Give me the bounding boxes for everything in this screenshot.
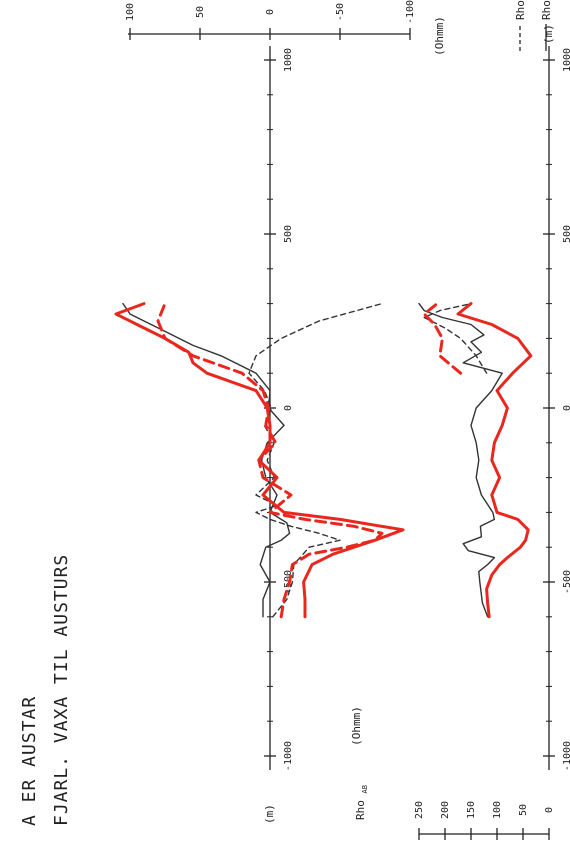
x-tick-label-0-1000: 1000 [283, 48, 294, 72]
x-axis-unit-top: (m) [263, 804, 276, 824]
series-line-1-3 [456, 302, 533, 619]
x-tick-label-0--1000: -1000 [283, 741, 294, 771]
y-axis-rho-label: Rho AB [354, 785, 369, 820]
y-tick-label-1-0: 0 [544, 807, 555, 813]
y-axis-rho-name: Rho [354, 800, 367, 820]
y-tick-label-0--100: -100 [405, 0, 416, 24]
x-tick-label-0-500: 500 [283, 225, 294, 243]
y-tick-label-0-100: 100 [125, 3, 136, 21]
y-tick-label-1-250: 250 [414, 801, 425, 819]
x-tick-label-1-500: 500 [562, 225, 570, 243]
difference-panel: (Ohmm) RhoAC-AB RhoBC-AB -1000 -50 0 0 500 100… [114, 0, 555, 771]
x-tick-label-1--500: -500 [562, 570, 570, 594]
legend-label-0: RhoAC-AB [514, 0, 529, 20]
x-tick-label-1-1000: 1000 [562, 48, 570, 72]
x-tick-label-1-0: 0 [562, 405, 570, 411]
y-tick-label-1-150: 150 [466, 801, 477, 819]
legend-name-1: Rho [540, 0, 553, 20]
x-tick-label-1--1000: -1000 [562, 741, 570, 771]
y-axis-title-top: (Ohmm) [433, 16, 446, 56]
apparent-resistivity-panel: (Ohmm) Rho AB -1000 -500 0 500 1000 0 50 100 150… [350, 46, 570, 840]
series-line-0-0 [248, 302, 383, 618]
series-line-0-2 [156, 302, 384, 619]
series-line-0-3 [114, 302, 405, 619]
y-tick-label-0-50: 50 [195, 6, 206, 18]
chart-subtitle: FJARL. VAXA TIL AUSTURS [51, 554, 72, 826]
series-line-1-2 [422, 302, 463, 375]
y-tick-label-0--50: -50 [335, 3, 346, 21]
y-axis-title-bottom: (Ohmm) [350, 706, 363, 746]
series-line-1-1 [418, 302, 503, 618]
y-tick-label-1-100: 100 [492, 801, 503, 819]
y-tick-label-0-0: 0 [265, 9, 276, 15]
legend: RhoAC-AB RhoBC-AB [514, 0, 555, 51]
legend-label-1: RhoBC-AB [540, 0, 555, 20]
y-axis-rho-sub: AB [361, 785, 369, 793]
y-tick-label-1-200: 200 [440, 801, 451, 819]
chart-title: A ER AUSTAR [19, 696, 40, 826]
x-axis-unit-bottom: (m) [542, 24, 555, 44]
y-tick-label-1-50: 50 [518, 804, 529, 816]
x-tick-label-0-0: 0 [283, 405, 294, 411]
legend-name-0: Rho [514, 0, 527, 20]
series-line-0-1 [122, 302, 291, 618]
